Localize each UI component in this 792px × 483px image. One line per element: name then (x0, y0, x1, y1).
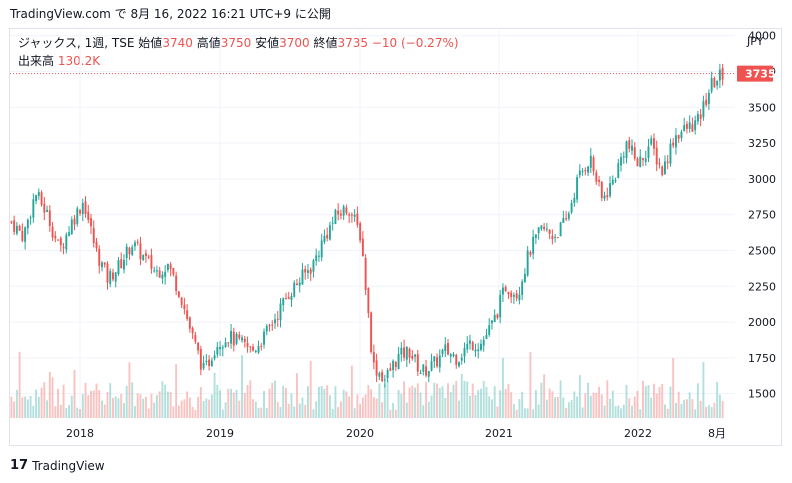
legend-ohlc: ジャックス, 1週, TSE 始値3740 高値3750 安値3700 終値37… (18, 34, 459, 51)
footer: 17 TradingView (10, 458, 105, 473)
legend-volume: 出来高 130.2K (18, 52, 100, 69)
open-value: 3740 (162, 36, 193, 50)
high-value: 3750 (220, 36, 252, 50)
low-value: 3700 (279, 36, 310, 50)
high-label: 高値 (196, 36, 221, 50)
volume-value: 130.2K (57, 54, 101, 68)
tradingview-logo-icon: 17 (10, 458, 29, 473)
change-value: −10 (−0.27%) (371, 36, 459, 50)
low-label: 安値 (255, 36, 280, 50)
close-value: 3735 (337, 36, 369, 50)
volume-label: 出来高 (18, 54, 55, 68)
chart-caption: TradingView.com で 8月 16, 2022 16:21 UTC+… (10, 7, 331, 21)
chart-frame (9, 28, 782, 446)
close-label: 終値 (313, 36, 338, 50)
symbol-label: ジャックス, 1週, TSE (18, 36, 135, 50)
open-label: 始値 (138, 36, 163, 50)
brand-name: TradingView (32, 458, 105, 473)
